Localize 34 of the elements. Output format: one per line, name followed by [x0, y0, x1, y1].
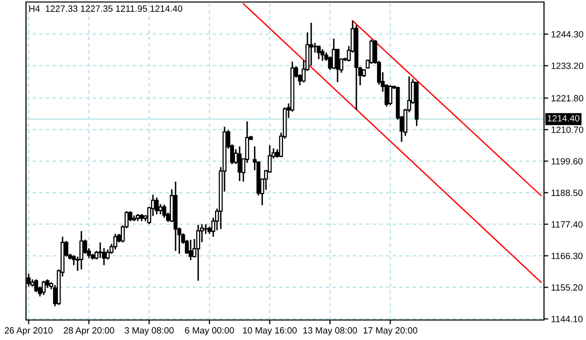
candlestick — [316, 45, 321, 60]
candlestick — [332, 38, 336, 70]
candlestick — [196, 224, 200, 282]
ref-line-label: 1214.40 — [548, 115, 580, 122]
candlestick — [34, 278, 38, 293]
y-tick-label: 1221.80 — [552, 95, 584, 102]
x-tick-label: 13 May 08:00 — [303, 327, 358, 336]
chart-title: H4 1227.33 1227.35 1211.95 1214.40 — [29, 5, 182, 12]
candlestick — [188, 239, 193, 261]
candlestick — [320, 48, 324, 62]
candlestick — [238, 146, 242, 182]
x-tick-label: 26 Apr 2010 — [4, 327, 53, 336]
y-tick-label: 1244.30 — [552, 31, 584, 38]
candlestick — [79, 230, 84, 270]
y-tick-label: 1177.40 — [552, 221, 583, 228]
y-tick-label: 1233.20 — [552, 62, 584, 70]
x-tick-label: 6 May 00:00 — [185, 327, 234, 336]
candlestick — [42, 280, 46, 296]
x-tick-label: 28 Apr 20:00 — [64, 327, 114, 336]
x-tick-label: 10 May 16:00 — [243, 327, 297, 336]
y-tick-label: 1210.70 — [552, 126, 584, 133]
candlestick — [309, 22, 314, 66]
candlestick — [369, 38, 374, 64]
y-tick-label: 1155.20 — [552, 284, 583, 291]
y-tick-label: 1144.10 — [552, 316, 583, 322]
y-tick-label: 1166.30 — [552, 252, 583, 260]
y-tick-label: 1199.60 — [552, 158, 583, 164]
y-tick-label: 1188.50 — [552, 190, 583, 196]
x-tick-label: 3 May 08:00 — [124, 327, 174, 336]
candlestick — [158, 203, 162, 215]
candlestick — [113, 233, 118, 250]
candlestick — [388, 84, 392, 106]
x-tick-label: 17 May 20:00 — [364, 327, 418, 336]
candlestick — [204, 224, 208, 235]
